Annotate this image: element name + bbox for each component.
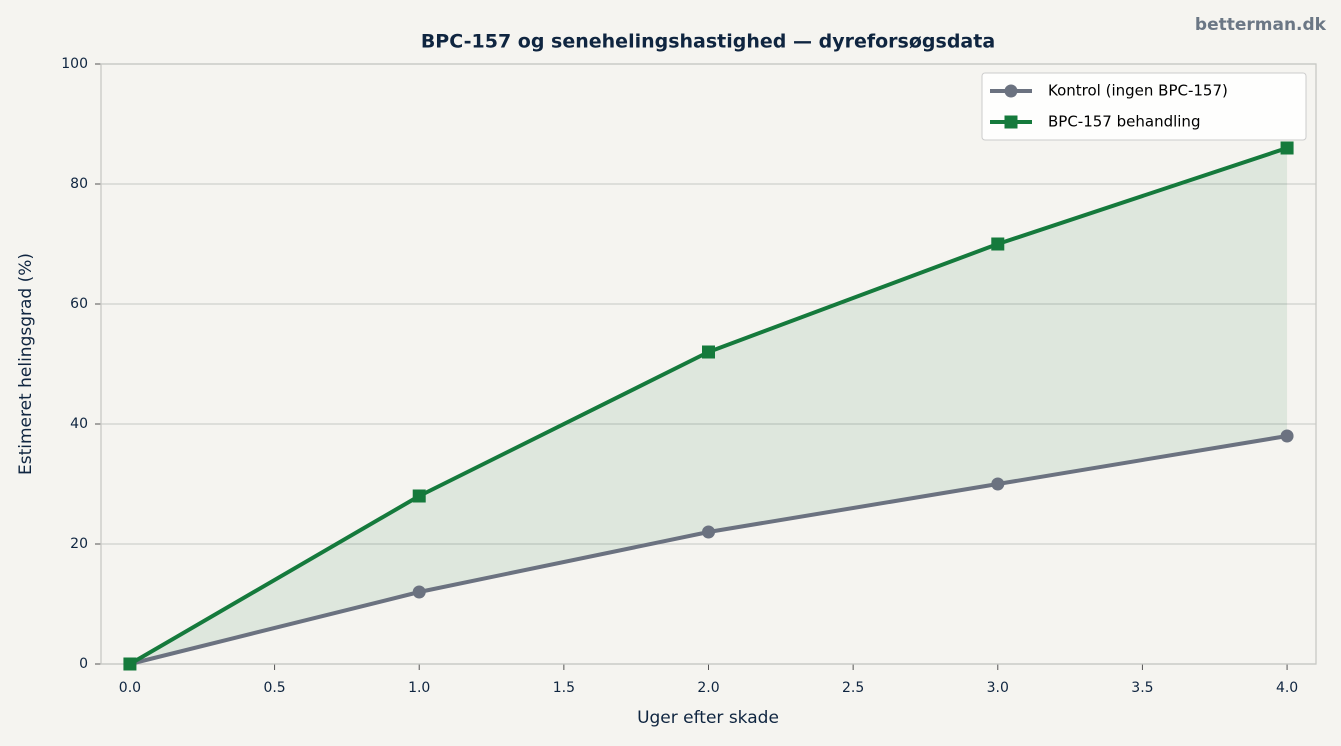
legend-label: BPC-157 behandling: [1048, 113, 1200, 131]
x-tick-label: 0.5: [263, 680, 285, 696]
legend: Kontrol (ingen BPC-157) BPC-157 behandlin…: [981, 72, 1307, 141]
x-axis-label: Uger efter skade: [637, 708, 779, 728]
legend-marker: [1004, 84, 1018, 98]
watermark: betterman.dk: [1195, 15, 1327, 35]
x-tick-label: 2.5: [842, 680, 864, 696]
marker: [991, 477, 1005, 491]
y-tick-label: 100: [61, 56, 88, 72]
chart-title: BPC-157 og senehelingshastighed — dyrefo…: [421, 31, 995, 53]
marker: [702, 345, 715, 359]
marker: [991, 237, 1005, 251]
plot-frame: [100, 63, 1317, 665]
fill-between: [129, 148, 1288, 664]
y-axis-label: Estimeret helingsgrad (%): [16, 253, 36, 475]
legend-box: [981, 72, 1307, 141]
marker: [1280, 141, 1294, 155]
marker: [702, 525, 715, 539]
marker: [123, 657, 137, 671]
x-tick-label: 3.0: [987, 680, 1009, 696]
y-tick-label: 40: [70, 416, 88, 432]
y-tick-label: 0: [79, 656, 88, 672]
y-tick-label: 60: [70, 296, 88, 312]
x-tick-label: 1.0: [408, 680, 430, 696]
marker: [412, 585, 426, 599]
marker: [412, 489, 426, 503]
y-tick-label: 20: [70, 536, 88, 552]
legend-label: Kontrol (ingen BPC-157): [1048, 82, 1228, 100]
marker: [1280, 429, 1294, 443]
y-tick-label: 80: [70, 176, 88, 192]
legend-marker: [1004, 115, 1018, 129]
x-tick-label: 1.5: [553, 680, 575, 696]
x-tick-label: 2.0: [697, 680, 719, 696]
x-tick-label: 3.5: [1131, 680, 1153, 696]
x-tick-label: 0.0: [119, 680, 141, 696]
x-tick-label: 4.0: [1276, 680, 1298, 696]
